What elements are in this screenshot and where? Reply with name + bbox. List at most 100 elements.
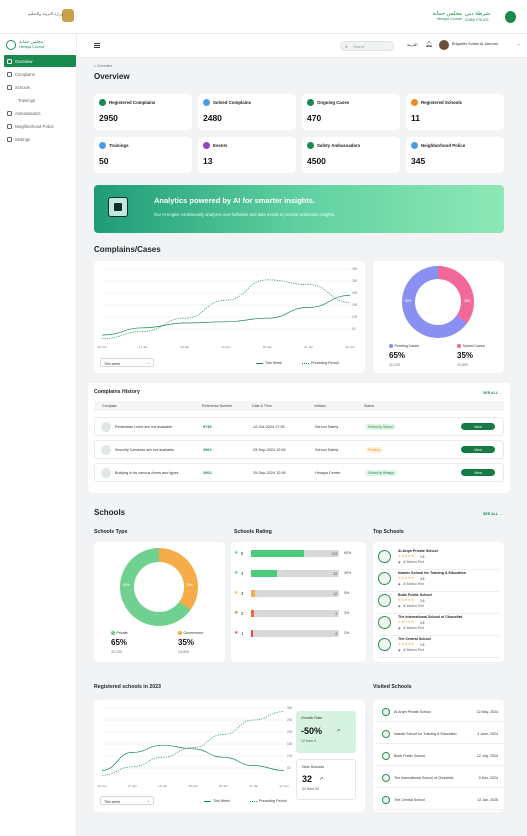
ministry-name: وزارة التربية والتعليم — [28, 11, 64, 16]
star-icon: ★★★★★ — [398, 554, 415, 558]
x-tick-label: 18 Jan — [158, 784, 167, 788]
stat-card[interactable]: Solved Complains 2480 — [198, 94, 296, 130]
sidebar-item-label: Neighborhood Police — [15, 123, 54, 129]
brand-icon — [6, 40, 16, 50]
sidebar-item-overview[interactable]: Overview — [4, 55, 76, 67]
chevron-down-icon[interactable]: ⌄ — [517, 41, 521, 46]
x-tick-label: 18 Jan — [180, 345, 189, 349]
y-tick-label: 50 — [352, 327, 356, 331]
stat-card[interactable]: Registered Schools 11 — [406, 94, 504, 130]
sidebar-item-label: Trainings — [18, 97, 36, 103]
see-all-link[interactable]: SEE ALL → — [483, 512, 503, 516]
school-logo — [378, 550, 391, 563]
rating-count: 12 — [333, 591, 337, 596]
pending-count: 30,200 — [389, 363, 400, 367]
y-tick-label: 300 — [352, 267, 358, 271]
star-icon: ★★★★★ — [398, 642, 415, 646]
rating-star: 2 — [241, 610, 244, 616]
view-button[interactable]: View — [461, 446, 495, 453]
stat-card[interactable]: Trainings 50 — [94, 137, 192, 173]
initiator: Himaya Center — [315, 471, 341, 475]
complain-text: Bullying in its various forms and types — [115, 471, 179, 475]
school-logo — [382, 730, 390, 738]
top-school-item[interactable]: The Central School ★★★★★ 4.8 ◉ Al Barsha Fir… — [378, 636, 500, 658]
see-all-link[interactable]: SEE ALL → — [483, 391, 503, 395]
visit-date: 9 Dec, 2024 — [478, 775, 498, 780]
school-name: Al Arqm Private School — [394, 709, 431, 714]
avatar[interactable] — [439, 40, 449, 50]
search-input[interactable]: ⌕ Search — [340, 41, 394, 51]
top-school-item[interactable]: Buds Public School ★★★★★ 4.8 ◉ Al Barsha Fir… — [378, 592, 500, 614]
sidebar-item-complains[interactable]: Complains — [4, 68, 76, 80]
sidebar-item-neighborhood[interactable]: Neighborhood Police — [4, 120, 76, 132]
users-icon — [7, 110, 12, 116]
stat-card[interactable]: Neighborhood Police 345 — [406, 137, 504, 173]
y-tick-label: 100 — [287, 754, 293, 758]
visited-title: Visited Schools — [373, 684, 412, 690]
stat-card[interactable]: Safety Ambassadors 4500 — [302, 137, 400, 173]
warning-icon — [7, 71, 12, 77]
himaya-logo: مجلس حماية Himaya Council — [412, 11, 462, 25]
list-item[interactable]: Buds Public School 12 July, 2024 — [376, 745, 504, 766]
menu-icon[interactable] — [94, 43, 100, 48]
view-button[interactable]: View — [461, 423, 495, 430]
rating-count: 103 — [331, 551, 337, 556]
ambassador-icon — [307, 142, 314, 149]
rating-star: 1 — [241, 630, 244, 636]
list-item[interactable]: The Central School 12 Jan, 2025 — [376, 789, 504, 810]
sidebar-item-settings[interactable]: Settings — [4, 133, 76, 145]
rating-star: 3 — [241, 590, 244, 596]
police-logo: شرطة دبي DUBAI POLICE — [465, 11, 519, 25]
date-time: 29-Sep-2024 12:08 — [253, 471, 286, 475]
user-name[interactable]: Brigadier Sultan Al Jammal — [452, 42, 498, 46]
check-icon — [203, 99, 210, 106]
y-tick-label: 200 — [352, 291, 358, 295]
complain-thumb — [101, 468, 111, 478]
breadcrumb-item[interactable]: Overview — [97, 64, 113, 68]
sidebar-item-schools[interactable]: Schools — [4, 81, 76, 93]
top-school-item[interactable]: Al Arqm Private School ★★★★★ 4.8 ◉ Al Barsha… — [378, 548, 500, 570]
legend-government: Government — [178, 631, 203, 635]
stat-card[interactable]: Registered Complains 2950 — [94, 94, 192, 130]
school-icon — [7, 84, 12, 90]
stat-card[interactable]: Ongoing Cases 470 — [302, 94, 400, 130]
new-schools-sub: 32 from 30 — [302, 787, 320, 791]
stat-card[interactable]: Events 13 — [198, 137, 296, 173]
list-item[interactable]: The International School of Choueifat 9 D… — [376, 767, 504, 788]
status-badge: Solved by School — [365, 424, 396, 430]
period-select[interactable]: This week ⌄ — [100, 358, 154, 367]
list-item[interactable]: Al Arqm Private School 12 May, 2024 — [376, 701, 504, 722]
header-toolbar: ⌕ Search العربية 🔔︎ Brigadier Sultan Al … — [77, 34, 527, 58]
top-school-item[interactable]: Islamic School for Training & Education ★… — [378, 570, 500, 592]
date-time: 12-Oct-2024 17:53 — [253, 425, 285, 429]
x-tick-label: 16 Jan — [97, 784, 106, 788]
school-location: Al Barsha First — [403, 648, 424, 652]
private-percent: 65% — [111, 638, 128, 647]
shield-icon — [7, 123, 12, 129]
visit-date: 12 May, 2024 — [476, 709, 498, 714]
bell-icon[interactable]: 🔔︎ — [425, 42, 433, 48]
list-item[interactable]: Islamic School for Training & Education 4… — [376, 723, 504, 744]
school-logo — [378, 594, 391, 607]
himaya-logo-en: Himaya Council — [436, 17, 462, 21]
school-name: Islamic School for Training & Education — [394, 731, 457, 736]
school-logo — [378, 616, 391, 629]
period-select[interactable]: This week ⌄ — [100, 796, 154, 805]
search-icon: ⌕ — [345, 44, 348, 50]
sidebar-item-trainings[interactable]: Trainings — [4, 94, 76, 106]
language-toggle[interactable]: العربية — [407, 43, 418, 47]
rating-count: 4 — [335, 631, 337, 636]
sidebar-item-ambassadors[interactable]: Ambassadors — [4, 107, 76, 119]
table-row: Security Cameras are not available 2963 … — [94, 440, 504, 459]
top-school-item[interactable]: The International School of Choueifat ★★★… — [378, 614, 500, 636]
rating-bar-fill — [251, 610, 254, 617]
breadcrumb: ⌂ Overview — [94, 64, 112, 68]
school-icon — [411, 99, 418, 106]
solved-percent: 35% — [457, 351, 474, 360]
himaya-logo-ar: مجلس حماية — [432, 11, 462, 17]
calendar-icon — [203, 142, 210, 149]
view-button[interactable]: View — [461, 469, 495, 476]
rating-star: 5 — [241, 550, 244, 556]
home-icon — [7, 58, 12, 64]
legend-preceding: Preceding Period — [250, 799, 287, 803]
